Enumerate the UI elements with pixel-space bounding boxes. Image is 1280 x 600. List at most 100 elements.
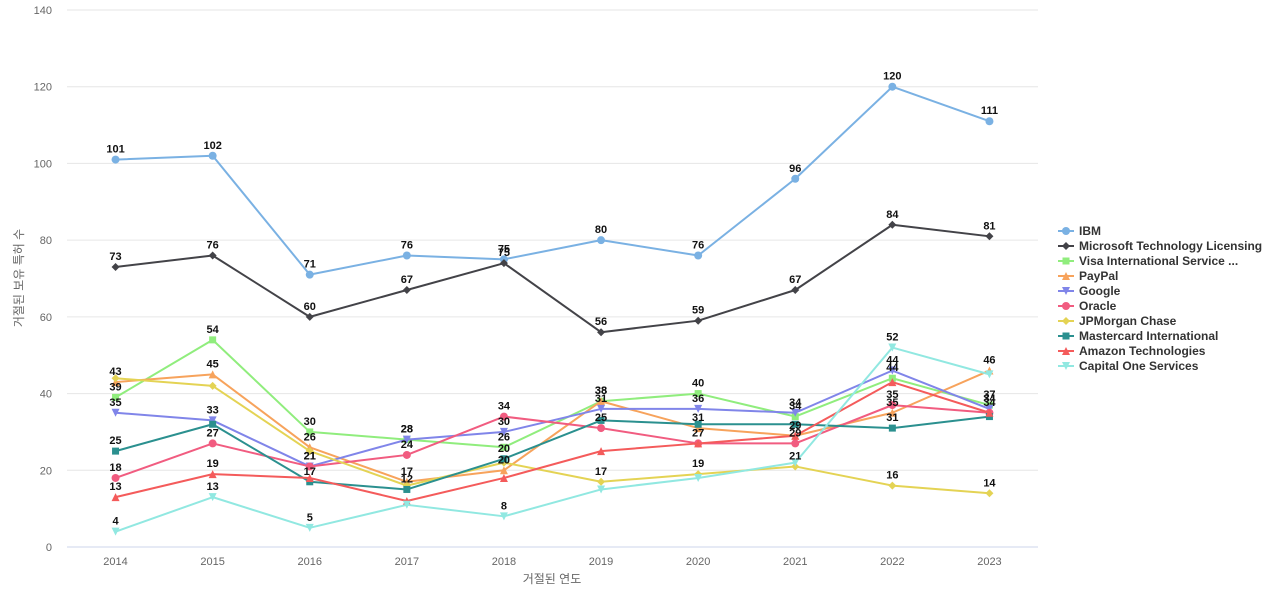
y-tick-label: 0 [46,542,52,554]
x-tick-label: 2018 [492,556,516,568]
data-label: 59 [692,305,704,317]
data-label: 76 [401,239,413,251]
data-label: 34 [789,397,802,409]
data-label: 31 [886,412,898,424]
legend-item[interactable]: Google [1058,284,1121,298]
data-label: 27 [692,427,704,439]
legend-item[interactable]: Microsoft Technology Licensing [1058,239,1262,253]
data-point-marker [111,408,120,417]
legend-item[interactable]: Mastercard International [1058,329,1218,343]
series-line [115,346,990,533]
data-point-marker [208,251,217,260]
data-label: 33 [207,404,219,416]
data-point-marker [694,404,703,413]
x-tick-label: 2015 [200,556,224,568]
data-label: 38 [595,385,607,397]
data-point-marker [402,435,411,444]
y-tick-label: 100 [34,158,52,170]
data-labels-layer: 101 102 71 76 75 80 76 96 120 111 73 76 60 67 75 56 59 67… [106,71,998,528]
x-tick-label: 2017 [395,556,419,568]
data-point-marker [209,420,217,428]
series-line [115,377,990,495]
data-point-marker [985,232,994,241]
legend-item[interactable]: Amazon Technologies [1058,344,1206,358]
data-label: 19 [207,458,219,470]
data-label: 52 [886,332,898,344]
data-label: 67 [789,274,801,286]
data-label: 31 [595,393,607,405]
data-label: 120 [883,71,901,83]
data-point-marker [112,447,120,455]
data-point-marker [1062,287,1070,295]
data-point-marker [694,439,703,448]
data-label: 101 [106,144,124,156]
data-point-marker [208,381,217,390]
data-point-marker [208,493,217,502]
data-point-marker [1062,362,1070,370]
data-point-marker [694,473,703,482]
data-label: 39 [109,381,121,393]
data-point-marker [111,527,120,536]
data-point-marker [499,427,508,436]
data-label: 4 [112,516,119,528]
series-line [115,223,990,334]
legend-label: IBM [1079,224,1101,238]
data-point-marker [402,500,411,509]
data-point-marker [111,155,120,164]
x-tick-label: 2014 [103,556,127,568]
data-point-marker [305,462,314,471]
data-point-marker [403,485,411,493]
data-point-marker [597,416,605,424]
x-tick-label: 2020 [686,556,710,568]
series-1 [111,220,994,337]
data-point-marker [791,458,800,467]
legend-item[interactable]: Oracle [1058,299,1117,313]
series-0 [111,82,994,279]
data-point-marker [1062,347,1070,355]
legend-label: Visa International Service ... [1079,254,1238,268]
data-label: 76 [692,239,704,251]
data-point-marker [111,374,120,383]
legend-item[interactable]: IBM [1058,224,1101,238]
data-point-marker [985,408,994,417]
data-point-marker [791,431,800,440]
legend-item[interactable]: JPMorgan Chase [1058,314,1177,328]
data-label: 75 [498,243,510,255]
data-point-marker [208,439,217,448]
data-label: 80 [595,224,607,236]
data-label: 20 [498,443,510,455]
data-point-marker [888,481,897,490]
data-label: 35 [886,397,898,409]
data-point-marker [888,220,897,229]
y-tick-label: 40 [40,389,52,401]
data-label: 21 [304,450,316,462]
legend-item[interactable]: Visa International Service ... [1058,254,1238,268]
x-tick-label: 2016 [298,556,322,568]
data-point-marker [305,270,314,279]
data-label: 37 [983,389,995,401]
data-label: 25 [109,435,121,447]
data-point-marker [1062,302,1070,310]
data-label: 16 [886,470,898,482]
data-label: 34 [983,397,996,409]
data-point-marker [402,450,411,459]
series-line [115,369,990,468]
legend-item[interactable]: PayPal [1058,269,1118,283]
data-label: 35 [886,389,898,401]
data-point-marker [694,424,703,433]
data-point-marker [597,447,606,456]
data-label: 28 [401,424,413,436]
data-label: 84 [886,209,899,221]
legend-label: Oracle [1079,299,1117,313]
data-point-marker [402,251,411,260]
data-point-marker [791,174,800,183]
data-label: 71 [304,259,316,271]
data-label: 34 [498,401,511,413]
y-axis-title: 거절된 보유 특허 수 [12,229,26,327]
legend-item[interactable]: Capital One Services [1058,359,1199,373]
series-line [115,85,990,276]
y-tick-label: 140 [34,5,52,17]
y-axis-ticks: 0 20 40 60 80 100 120 140 [34,5,52,554]
series-layer [111,82,994,536]
